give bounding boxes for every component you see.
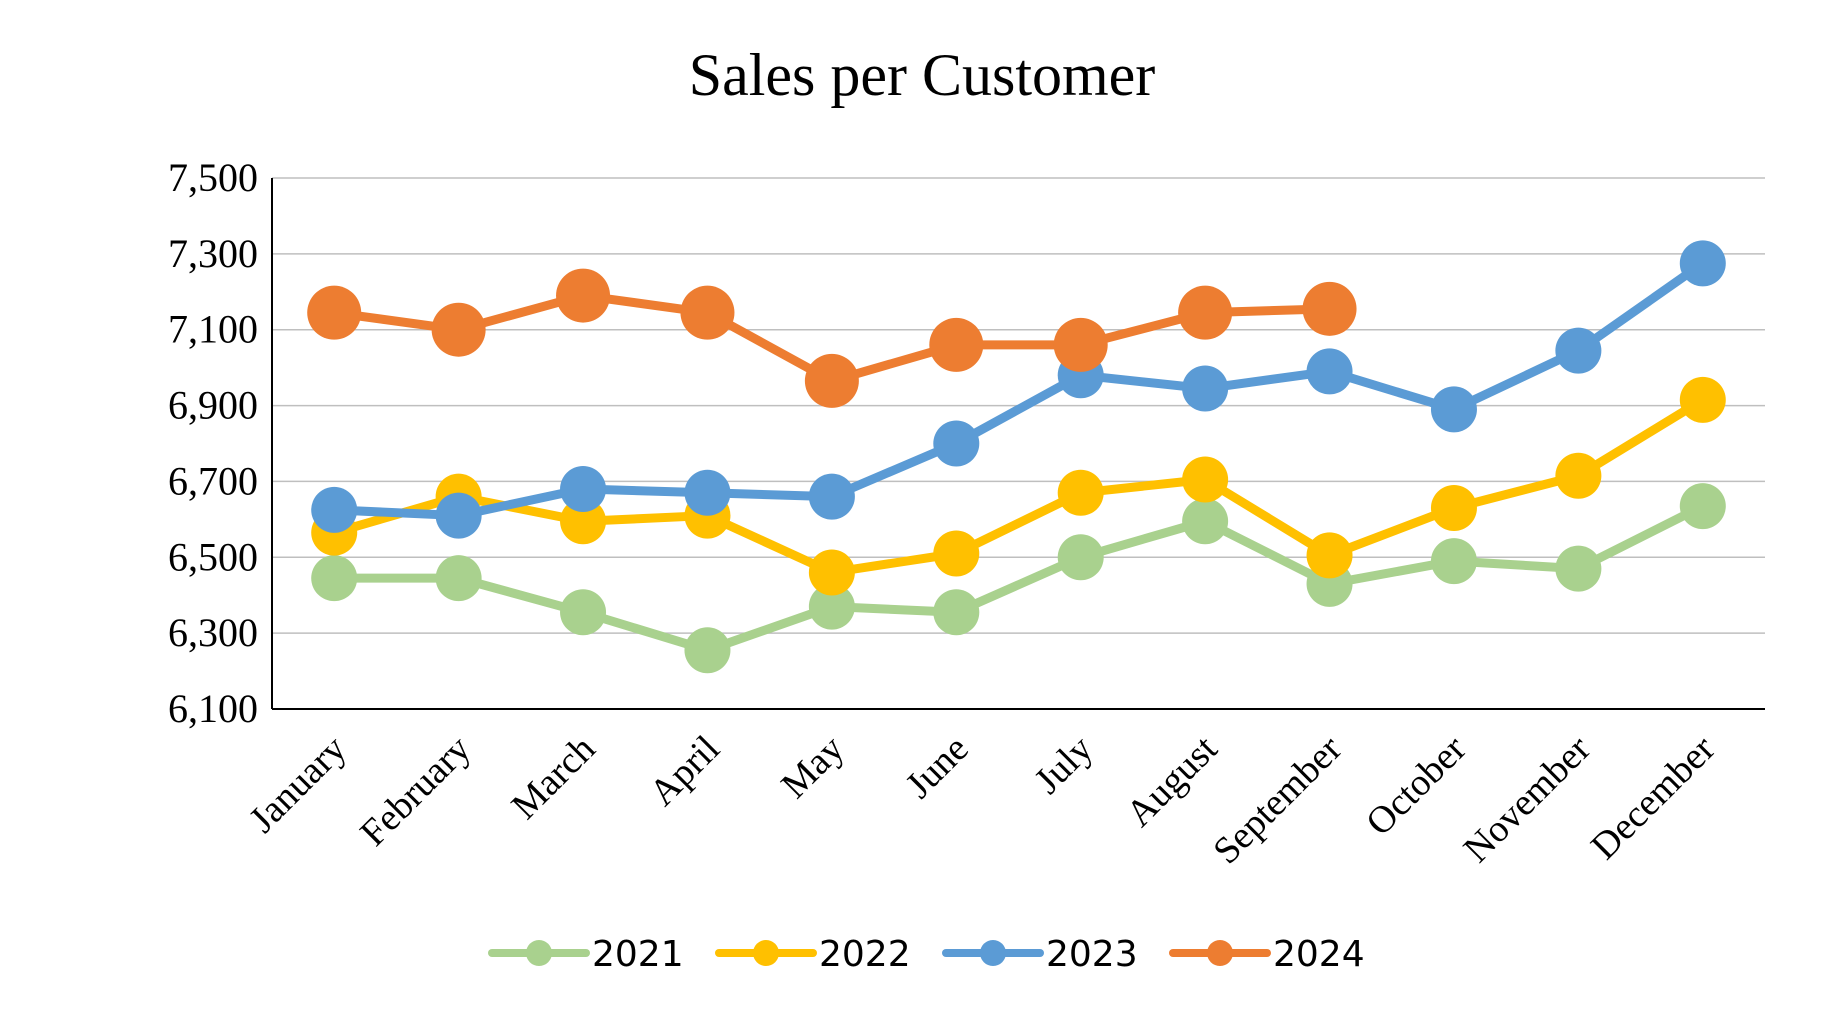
gridlines — [272, 177, 1765, 634]
data-point — [1555, 327, 1602, 374]
data-point — [1679, 376, 1726, 423]
legend-item: 2021 — [488, 934, 684, 975]
series-line — [329, 395, 1708, 577]
data-point — [1182, 365, 1229, 412]
data-point — [1053, 317, 1108, 372]
data-point — [1182, 498, 1229, 545]
x-tick-label: November — [1456, 727, 1599, 870]
legend-swatch-marker — [1207, 940, 1233, 966]
data-point — [680, 285, 735, 340]
data-point — [804, 353, 859, 408]
data-point — [1430, 484, 1477, 531]
data-point — [307, 285, 362, 340]
data-point — [808, 473, 855, 520]
legend: 2021 2022 2023 2024 — [488, 934, 1365, 975]
data-point — [1306, 532, 1353, 579]
data-point — [560, 589, 607, 636]
data-point — [933, 420, 980, 467]
data-point — [933, 530, 980, 577]
data-point — [1182, 456, 1229, 503]
data-point — [684, 627, 731, 674]
data-point — [431, 302, 486, 357]
legend-swatch-marker — [753, 940, 779, 966]
data-point — [1679, 483, 1726, 530]
x-tick-label: May — [773, 728, 852, 807]
y-axis-tick-labels: 6,100 6,300 6,500 6,700 6,900 7,100 7,300 7,500 — [168, 155, 258, 731]
y-tick-label: 6,100 — [168, 686, 258, 731]
data-point — [560, 466, 607, 513]
legend-label: 2021 — [592, 934, 684, 975]
x-tick-label: December — [1583, 727, 1723, 867]
data-point — [684, 469, 731, 516]
data-point — [435, 492, 482, 539]
legend-swatch-marker — [526, 940, 552, 966]
y-tick-label: 7,100 — [168, 307, 258, 352]
data-point — [311, 555, 358, 602]
chart-title: Sales per Customer — [689, 42, 1156, 108]
series-line — [329, 258, 1708, 521]
legend-item: 2024 — [1169, 934, 1365, 975]
series-2022 — [311, 376, 1726, 596]
data-point — [1555, 545, 1602, 592]
axes — [271, 178, 1765, 710]
data-point — [1430, 538, 1477, 585]
x-tick-label: July — [1027, 728, 1102, 803]
data-point — [808, 583, 855, 630]
data-point — [1178, 285, 1233, 340]
data-point — [1679, 240, 1726, 287]
x-tick-label: March — [504, 728, 604, 828]
legend-label: 2022 — [819, 934, 911, 975]
data-point — [1306, 348, 1353, 395]
series-2024 — [307, 268, 1357, 408]
data-point — [1555, 452, 1602, 499]
x-tick-label: August — [1118, 727, 1226, 835]
y-tick-label: 6,900 — [168, 383, 258, 428]
y-tick-label: 6,300 — [168, 610, 258, 655]
series-group — [307, 240, 1726, 674]
data-point — [560, 498, 607, 545]
data-point — [929, 317, 984, 372]
legend-item: 2023 — [942, 934, 1138, 975]
data-point — [808, 549, 855, 596]
data-point — [1057, 534, 1104, 581]
y-tick-label: 7,300 — [168, 231, 258, 276]
x-tick-label: January — [241, 728, 354, 841]
y-tick-label: 6,500 — [168, 534, 258, 579]
y-tick-label: 6,700 — [168, 458, 258, 503]
legend-swatch-marker — [980, 940, 1006, 966]
x-tick-label: June — [898, 728, 977, 807]
x-tick-label: April — [641, 728, 727, 814]
series-2023 — [311, 240, 1726, 539]
legend-label: 2024 — [1273, 934, 1365, 975]
data-point — [1430, 386, 1477, 433]
data-point — [1302, 281, 1357, 336]
data-point — [1057, 469, 1104, 516]
legend-item: 2022 — [715, 934, 911, 975]
x-tick-label: February — [352, 728, 479, 855]
series-2021 — [311, 483, 1726, 674]
legend-label: 2023 — [1046, 934, 1138, 975]
data-point — [556, 268, 611, 323]
y-tick-label: 7,500 — [168, 155, 258, 200]
data-point — [933, 589, 980, 636]
data-point — [435, 555, 482, 602]
x-tick-label: September — [1205, 727, 1350, 872]
x-tick-label: October — [1358, 727, 1474, 843]
data-point — [311, 486, 358, 533]
